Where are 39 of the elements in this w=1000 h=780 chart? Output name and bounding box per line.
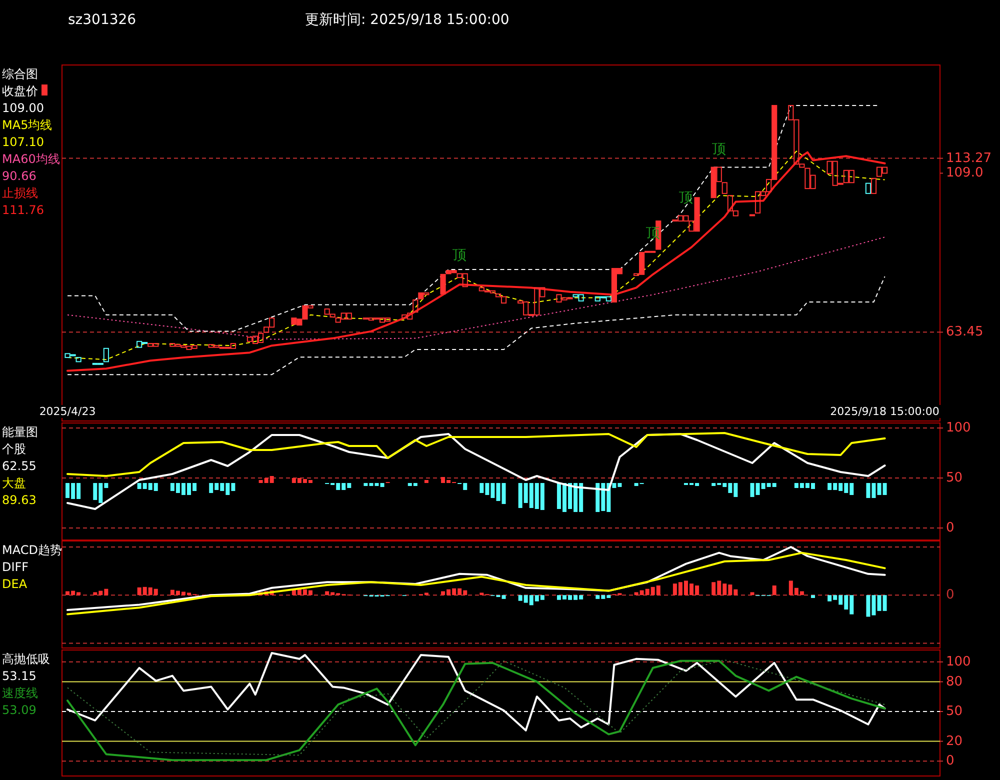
text: 止损线 [2, 186, 38, 200]
x-tick-label: 2025/4/23 [39, 405, 96, 418]
text: 速度线 [2, 686, 38, 700]
text: 111.76 [2, 203, 44, 217]
annotation: 顶 [678, 190, 693, 206]
text: 90.66 [2, 169, 36, 183]
text: 大盘 [2, 476, 26, 490]
y-tick-label: 50 [946, 470, 963, 486]
text: 109.00 [2, 101, 44, 115]
text: 个股 [2, 442, 26, 456]
y-tick-label: 100 [946, 420, 971, 436]
y-tick-label: 0 [946, 754, 954, 769]
text: 更新时间: 2025/9/18 15:00:00 [305, 12, 510, 28]
y-tick-label: 63.45 [946, 324, 984, 340]
text: 62.55 [2, 459, 36, 473]
annotation: 顶 [712, 141, 726, 158]
chart-title: 综合图 [2, 67, 38, 81]
text: 53.15 [2, 669, 36, 683]
annotation: 顶 [452, 248, 467, 264]
text: 89.63 [2, 493, 36, 507]
y-tick-label: 0 [946, 520, 954, 536]
y-tick-label: 100 [946, 654, 971, 670]
text: DIFF [2, 560, 29, 574]
text: DEA [2, 577, 28, 591]
text: sz301326 [68, 12, 136, 28]
x-tick-label: 2025/9/18 15:00:00 [830, 405, 940, 418]
chart-title: MACD趋势 [2, 543, 62, 557]
y-tick-label: 113.27 [946, 150, 992, 166]
text: 107.10 [2, 135, 44, 149]
text: MA5均线 [2, 118, 52, 132]
chart-title: 能量图 [2, 425, 38, 439]
text: 53.09 [2, 703, 36, 717]
y-tick-label: 109.0 [946, 166, 984, 181]
text: 高抛低吸 [2, 652, 50, 666]
legend-label: 收盘价 [2, 84, 38, 98]
y-tick-label: 20 [946, 734, 963, 749]
y-tick-label: 80 [946, 674, 963, 690]
y-tick-label: 50 [946, 704, 963, 720]
text: MA60均线 [2, 152, 60, 166]
